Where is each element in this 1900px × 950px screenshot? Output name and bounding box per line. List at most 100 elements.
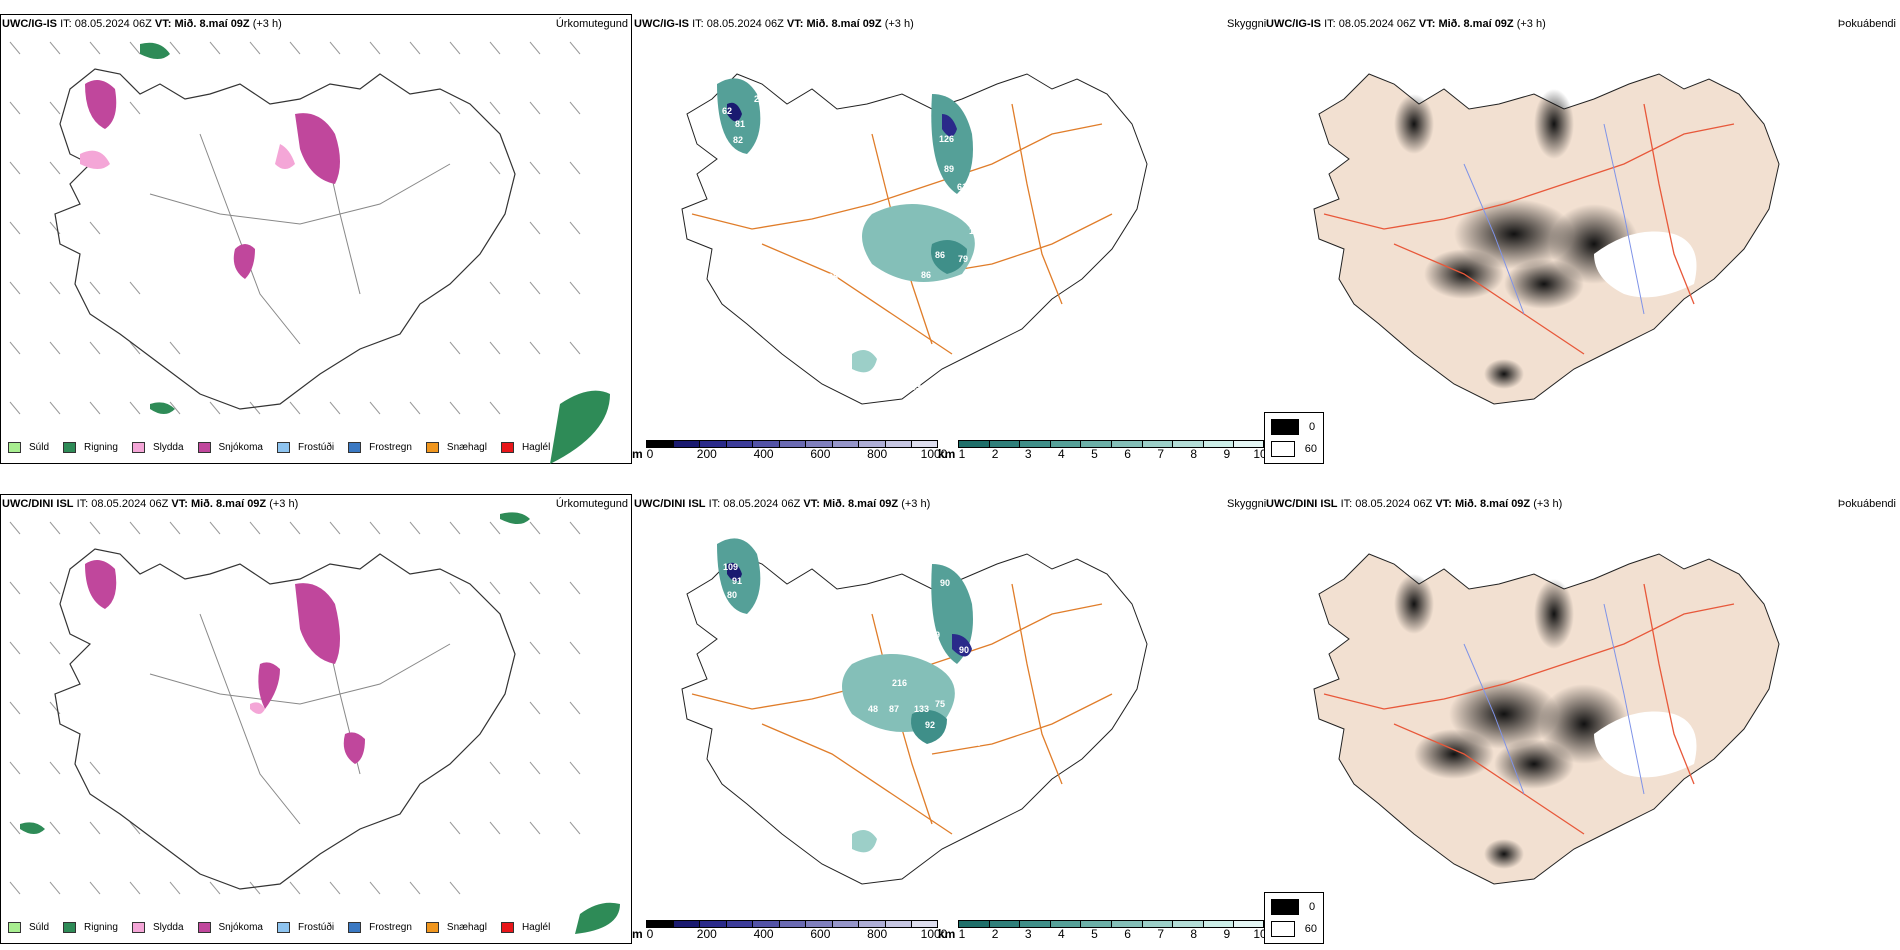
legend-item: Frostregn xyxy=(348,922,412,933)
ceiling-value: 75 xyxy=(935,699,946,709)
colorbar-segment xyxy=(831,920,859,928)
ceiling-value: 88 xyxy=(828,272,839,282)
tick-label: 3 xyxy=(1024,927,1032,941)
colorbar-segment xyxy=(1202,920,1234,928)
colorbar-segment xyxy=(858,440,885,448)
ceiling-value: 90 xyxy=(940,578,951,588)
wind-barbs xyxy=(9,521,581,895)
ceiling-ticks: 0 200 400 600 800 1000 xyxy=(646,447,948,461)
legend-swatch xyxy=(500,442,514,453)
roads xyxy=(1323,583,1735,835)
fog-legend-1: 0 60 xyxy=(1264,412,1324,464)
fog-areas xyxy=(1394,89,1639,389)
ceiling-value: 116 xyxy=(1005,268,1020,278)
ceiling-value: 150 xyxy=(940,290,956,300)
ceiling-ticks: 0 200 400 600 800 1000 xyxy=(646,927,948,941)
legend-item: Haglél xyxy=(500,442,551,453)
ceiling-value: 86 xyxy=(921,270,932,280)
legend-item: Slydda xyxy=(131,442,184,453)
vis-colorbar xyxy=(958,440,1264,448)
legend-label: Súld xyxy=(29,922,50,933)
tick-label: 400 xyxy=(753,447,774,461)
colorbar-segment xyxy=(646,920,673,928)
map-frame xyxy=(0,14,632,464)
colorbar-segment xyxy=(1110,440,1142,448)
tick-label: 200 xyxy=(696,927,717,941)
colorbar-segment xyxy=(831,440,859,448)
precip-areas xyxy=(20,512,620,934)
legend-item: Haglél xyxy=(500,922,550,933)
tick-label: 600 xyxy=(810,927,831,941)
legend-swatch xyxy=(348,442,362,453)
legend-item: Snjókoma xyxy=(197,922,263,933)
iceland-coastline xyxy=(681,73,1148,405)
ceiling-value: 90 xyxy=(959,645,970,655)
ptype-panel-1: UWC/IG-IS IT: 08.05.2024 06Z VT: Mið. 8.… xyxy=(0,14,632,464)
legend-item: Rigning xyxy=(63,922,118,933)
ptype-title: Úrkomutegund xyxy=(555,498,628,510)
tick-label: 400 xyxy=(753,927,774,941)
it-value: 08.05.2024 06Z xyxy=(1355,498,1433,510)
fog-legend-row: 0 xyxy=(1271,419,1317,435)
ceiling-colorbar xyxy=(646,920,938,928)
visibility-panel-1: UWC/IG-IS IT: 08.05.2024 06Z VT: Mið. 8.… xyxy=(632,14,1264,464)
tick-label: 1000 xyxy=(920,927,948,941)
fog-panel-2: UWC/DINI ISL IT: 08.05.2024 06Z VT: Mið.… xyxy=(1264,494,1900,944)
colorbar-segment xyxy=(1049,920,1081,928)
panel-title: UWC/IG-IS IT: 08.05.2024 06Z VT: Mið. 8.… xyxy=(2,18,282,30)
colorbar-segment xyxy=(988,920,1020,928)
colorbar-segment xyxy=(1233,920,1264,928)
ceiling-value: 28 xyxy=(754,94,765,104)
tick-label: 10 xyxy=(1253,927,1267,941)
tick-label: 5 xyxy=(1091,927,1098,941)
colorbar-segment xyxy=(858,920,885,928)
tick-label: 1000 xyxy=(920,447,948,461)
legend-swatch xyxy=(425,442,439,453)
vis-title: Skyggni xyxy=(1227,18,1267,30)
fog-areas xyxy=(1394,574,1629,869)
legend-label: Súld xyxy=(29,442,50,453)
legend-item: Snæhagl xyxy=(425,442,487,453)
colorbar-segment xyxy=(1019,920,1050,928)
fog-title: Þokuábendi xyxy=(1837,18,1896,30)
fog-tick: 0 xyxy=(1309,421,1316,433)
it-label: IT: xyxy=(76,498,89,510)
lead-time: (+3 h) xyxy=(1516,18,1546,30)
ceiling-value: 89 xyxy=(944,164,955,174)
ceiling-value: 84 xyxy=(962,700,973,710)
colorbar-segment xyxy=(752,440,779,448)
iceland-coastline xyxy=(54,548,516,890)
legend-label: Rigning xyxy=(84,922,118,933)
map-frame xyxy=(0,494,632,944)
legend-swatch xyxy=(197,922,211,933)
legend-item: Frostregn xyxy=(348,442,412,453)
legend-swatch xyxy=(276,922,290,933)
tick-label: 200 xyxy=(696,447,717,461)
panel-title: UWC/IG-IS IT: 08.05.2024 06Z VT: Mið. 8.… xyxy=(1266,18,1546,30)
colorbar-segment xyxy=(752,920,779,928)
legend-item: Snæhagl xyxy=(425,922,487,933)
tick-label: 3 xyxy=(1024,447,1032,461)
tick-label: 4 xyxy=(1057,927,1065,941)
fog-tick: 0 xyxy=(1309,901,1316,913)
colorbar-segment xyxy=(884,440,912,448)
legend-label: Snæhagl xyxy=(446,442,487,453)
it-value: 08.05.2024 06Z xyxy=(1338,18,1416,30)
legend-swatch xyxy=(197,442,211,453)
roads xyxy=(149,123,451,345)
ceiling-value: 81 xyxy=(735,119,746,129)
visibility-map-1 xyxy=(681,73,1148,405)
glacier-area xyxy=(1594,231,1697,298)
ceiling-unit: m xyxy=(632,927,643,941)
legend-swatch xyxy=(500,922,514,933)
legend-label: Snjókoma xyxy=(218,922,263,933)
vis-unit: km xyxy=(938,927,956,941)
tick-label: 9 xyxy=(1223,447,1231,461)
legend-item: Frostúði xyxy=(276,922,334,933)
ceiling-value: 19 xyxy=(969,226,980,236)
ceiling-value: 61 xyxy=(957,182,968,192)
tick-label: 8 xyxy=(1190,927,1198,941)
colorbar-segment xyxy=(725,920,753,928)
legend-label: Haglél xyxy=(521,442,551,453)
iceland-coastline xyxy=(54,68,516,410)
